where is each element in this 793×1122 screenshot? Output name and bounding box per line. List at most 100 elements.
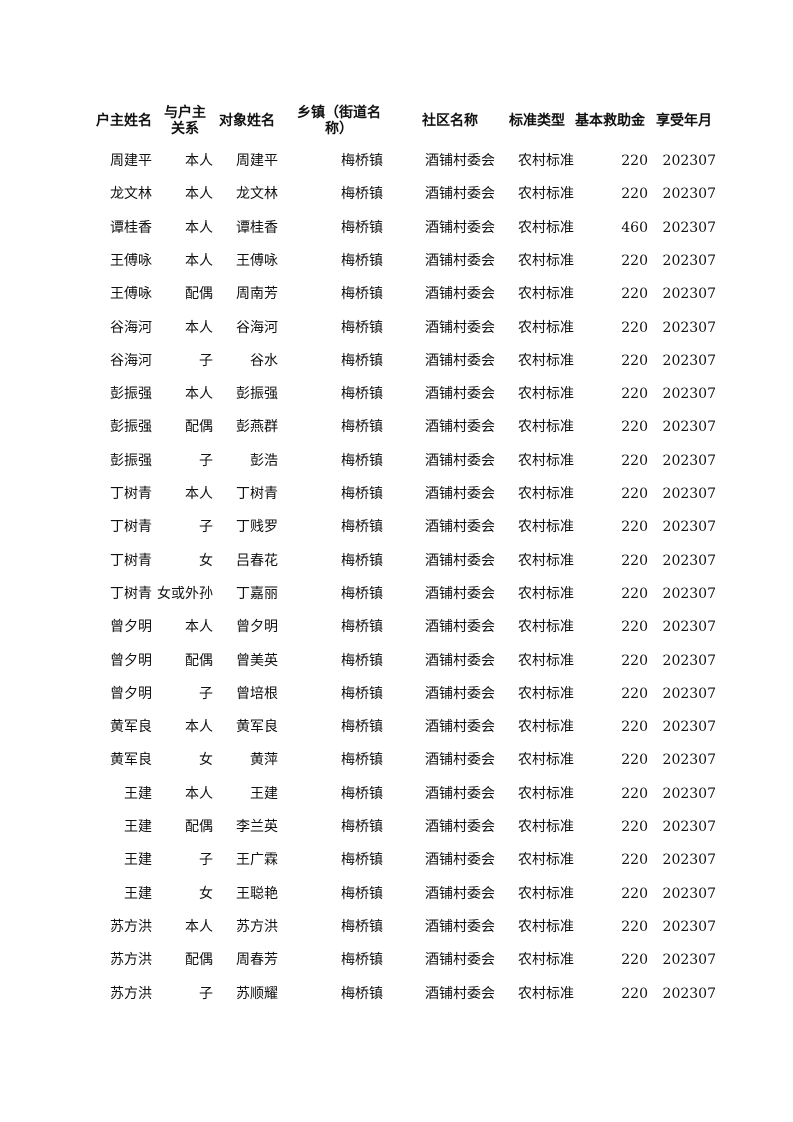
- table-cell: 酒铺村委会: [425, 519, 495, 536]
- table-cell: 220: [621, 785, 648, 802]
- table-cell: 子: [199, 985, 213, 1002]
- table-cell: 梅桥镇: [341, 486, 383, 502]
- table-cell: 王建: [124, 885, 152, 902]
- table-cell: 女: [199, 752, 213, 769]
- table-cell: 202307: [662, 386, 716, 403]
- table-cell: 202307: [662, 852, 716, 869]
- table-cell: 202307: [662, 552, 716, 569]
- table-cell: 220: [621, 885, 648, 902]
- table-cell: 谷海河: [236, 319, 278, 336]
- table-cell: 梅桥镇: [341, 785, 383, 802]
- table-cell: 220: [621, 752, 648, 769]
- table-cell: 酒铺村委会: [425, 585, 495, 602]
- table-cell: 梅桥镇: [341, 219, 383, 236]
- table-cell: 子: [199, 519, 213, 536]
- table-cell: 202307: [662, 153, 716, 169]
- table-cell: 丁嘉丽: [236, 585, 278, 602]
- table-cell: 农村标准: [518, 585, 574, 602]
- header-cell: 与户主关系: [164, 105, 206, 137]
- table-cell: 苏方洪: [110, 985, 152, 1002]
- table-cell: 梅桥镇: [341, 252, 383, 269]
- table-cell: 吕春花: [236, 552, 278, 569]
- table-cell: 配偶: [185, 419, 213, 436]
- table-cell: 本人: [185, 918, 213, 935]
- table-cell: 酒铺村委会: [425, 885, 495, 902]
- table-cell: 本人: [185, 719, 213, 736]
- table-cell: 丁树青: [110, 585, 152, 602]
- table-cell: 王广霖: [236, 852, 278, 869]
- table-cell: 龙文林: [110, 186, 152, 203]
- table-cell: 220: [621, 486, 648, 502]
- table-cell: 酒铺村委会: [425, 386, 495, 403]
- table-cell: 彭振强: [110, 419, 152, 436]
- table-cell: 农村标准: [518, 752, 574, 769]
- table-cell: 220: [621, 619, 648, 636]
- table-cell: 彭振强: [110, 452, 152, 469]
- table-cell: 220: [621, 852, 648, 869]
- table-cell: 梅桥镇: [341, 352, 383, 369]
- table-cell: 酒铺村委会: [425, 153, 495, 169]
- table-cell: 梅桥镇: [341, 319, 383, 336]
- table-cell: 本人: [185, 386, 213, 403]
- table-cell: 农村标准: [518, 386, 574, 403]
- table-cell: 梅桥镇: [341, 452, 383, 469]
- table-cell: 农村标准: [518, 552, 574, 569]
- table-cell: 农村标准: [518, 486, 574, 502]
- header-cell: 社区名称: [422, 113, 478, 129]
- table-cell: 酒铺村委会: [425, 852, 495, 869]
- table-cell: 配偶: [185, 952, 213, 969]
- table-cell: 202307: [662, 652, 716, 669]
- table-cell: 农村标准: [518, 519, 574, 536]
- table-cell: 王建: [124, 819, 152, 835]
- table-cell: 梅桥镇: [341, 419, 383, 436]
- table-cell: 酒铺村委会: [425, 319, 495, 336]
- table-cell: 丁树青: [110, 486, 152, 502]
- table-cell: 彭浩: [250, 452, 278, 469]
- table-cell: 周建平: [110, 153, 152, 169]
- table-cell: 苏顺耀: [236, 985, 278, 1002]
- table-cell: 220: [621, 419, 648, 436]
- table-cell: 202307: [662, 419, 716, 436]
- table-cell: 梅桥镇: [341, 153, 383, 169]
- table-cell: 202307: [662, 219, 716, 236]
- table-cell: 202307: [662, 319, 716, 336]
- table-cell: 220: [621, 918, 648, 935]
- table-cell: 酒铺村委会: [425, 819, 495, 835]
- table-cell: 女: [199, 885, 213, 902]
- table-cell: 220: [621, 952, 648, 969]
- table-cell: 酒铺村委会: [425, 952, 495, 969]
- table-cell: 曾夕明: [236, 619, 278, 636]
- table-cell: 王傅咏: [110, 286, 152, 303]
- table-cell: 梅桥镇: [341, 386, 383, 403]
- table-cell: 220: [621, 386, 648, 403]
- table-cell: 220: [621, 319, 648, 336]
- table-cell: 王傅咏: [110, 252, 152, 269]
- table-cell: 202307: [662, 585, 716, 602]
- table-cell: 220: [621, 585, 648, 602]
- table-cell: 梅桥镇: [341, 918, 383, 935]
- table-cell: 220: [621, 719, 648, 736]
- table-cell: 农村标准: [518, 219, 574, 236]
- table-cell: 黄军良: [110, 719, 152, 736]
- table-cell: 梅桥镇: [341, 985, 383, 1002]
- table-cell: 曾夕明: [110, 685, 152, 702]
- table-cell: 酒铺村委会: [425, 785, 495, 802]
- table-cell: 酒铺村委会: [425, 652, 495, 669]
- table-cell: 农村标准: [518, 319, 574, 336]
- table-cell: 曾美英: [236, 652, 278, 669]
- table-cell: 彭振强: [110, 386, 152, 403]
- table-cell: 子: [199, 852, 213, 869]
- table-cell: 本人: [185, 186, 213, 203]
- table-cell: 220: [621, 352, 648, 369]
- table-cell: 彭振强: [236, 386, 278, 403]
- table-cell: 梅桥镇: [341, 752, 383, 769]
- table-cell: 农村标准: [518, 985, 574, 1002]
- table-cell: 酒铺村委会: [425, 918, 495, 935]
- table-cell: 梅桥镇: [341, 952, 383, 969]
- table-cell: 460: [621, 219, 648, 236]
- table-cell: 202307: [662, 452, 716, 469]
- table-cell: 谭桂香: [236, 219, 278, 236]
- table-cell: 220: [621, 985, 648, 1002]
- table-cell: 丁贱罗: [236, 519, 278, 536]
- table-cell: 梅桥镇: [341, 552, 383, 569]
